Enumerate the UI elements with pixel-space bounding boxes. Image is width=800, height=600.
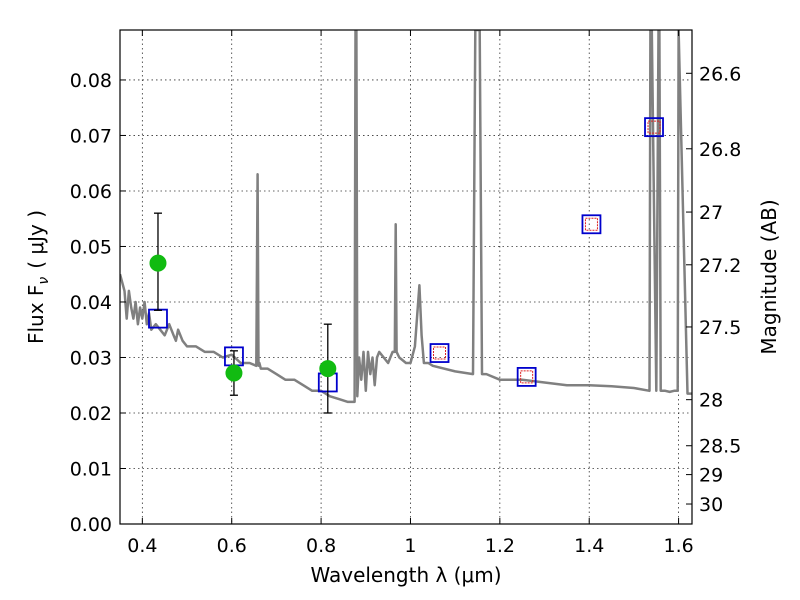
y-tick-label: 0.03 — [70, 347, 112, 369]
x-tick-label: 1.4 — [574, 535, 604, 557]
model-flux-square — [429, 343, 450, 363]
observed-flux-point — [225, 364, 243, 382]
spectrum-line — [120, 30, 692, 404]
y-tick-label: 0.02 — [70, 403, 112, 425]
y-tick-label: 0.04 — [70, 292, 112, 314]
y2-tick-label: 27 — [699, 202, 723, 224]
x-tick-label: 0.4 — [127, 535, 157, 557]
y-tick-label: 0.01 — [70, 458, 112, 480]
model-spectrum — [120, 30, 692, 404]
grid — [120, 30, 692, 525]
x-tick-label: 1 — [404, 535, 416, 557]
predicted-flux-square — [433, 346, 447, 360]
axis-ticks: 0.4 0.6 0.8 1 1.2 1.4 1.6 0.00 0.01 0.02 0.03 0.04 0… — [70, 30, 741, 557]
y2-tick-label: 27.5 — [699, 317, 741, 339]
observed-flux-point — [149, 254, 167, 272]
y-axis-label-group: Flux Fν ( μJy ) — [24, 210, 52, 344]
y2-tick-label: 28 — [699, 390, 723, 412]
y-axis-label-unit: ( μJy ) — [24, 210, 48, 269]
y2-tick-label: 26.6 — [699, 63, 741, 85]
x-tick-label: 0.8 — [306, 535, 336, 557]
model-flux-square — [516, 367, 537, 387]
y2-tick-label: 26.8 — [699, 139, 741, 161]
observed-flux-point — [319, 360, 337, 378]
x-axis-label: Wavelength λ (μm) — [310, 563, 501, 587]
y2-tick-label: 28.5 — [699, 436, 741, 458]
y2-axis-label: Magnitude (AB) — [757, 199, 781, 354]
x-tick-label: 1.2 — [485, 535, 515, 557]
model-flux-square — [644, 117, 664, 138]
predicted-flux-square — [520, 370, 534, 384]
photometry-points — [148, 117, 664, 414]
y2-tick-label: 30 — [699, 494, 723, 516]
predicted-flux-square — [584, 217, 598, 231]
y-tick-label: 0.07 — [70, 125, 112, 147]
x-tick-label: 1.6 — [663, 535, 693, 557]
y-tick-label: 0.08 — [70, 70, 112, 92]
y-tick-label: 0.06 — [70, 181, 112, 203]
y2-tick-label: 27.2 — [699, 255, 741, 277]
model-flux-square — [581, 214, 602, 235]
y-tick-label: 0.05 — [70, 236, 112, 258]
y2-axis-label-group: Magnitude (AB) — [757, 199, 781, 354]
x-tick-label: 0.6 — [217, 535, 247, 557]
y-axis-label: Flux Fν ( μJy ) — [24, 210, 52, 344]
predicted-flux-square — [647, 120, 661, 134]
y-axis-label-sub: ν — [36, 277, 52, 285]
y2-tick-label: 29 — [699, 465, 723, 487]
plot-frame — [119, 29, 693, 525]
y-tick-label: 0.00 — [70, 514, 112, 536]
y-axis-label-main: Flux F — [24, 285, 48, 344]
